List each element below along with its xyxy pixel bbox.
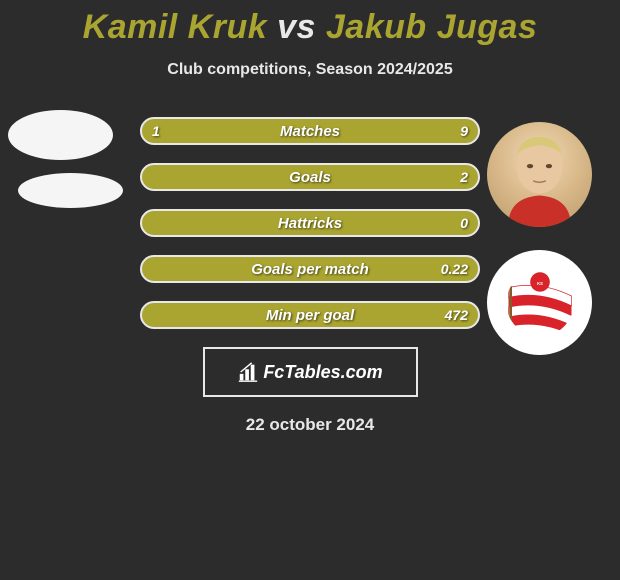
stat-value-left: 1 bbox=[152, 119, 160, 143]
stat-label: Hattricks bbox=[142, 211, 478, 235]
stat-value-right: 472 bbox=[445, 303, 468, 327]
stat-value-right: 0.22 bbox=[441, 257, 468, 281]
stat-value-right: 2 bbox=[460, 165, 468, 189]
stat-label: Min per goal bbox=[142, 303, 478, 327]
player2-club-badge: KS bbox=[487, 250, 592, 355]
stat-row: Matches1 9 bbox=[140, 117, 480, 145]
stat-row: Hattricks0 bbox=[140, 209, 480, 237]
svg-text:KS: KS bbox=[537, 280, 543, 285]
stat-row: Goals per match0.22 bbox=[140, 255, 480, 283]
stat-label: Goals bbox=[142, 165, 478, 189]
date-text: 22 october 2024 bbox=[0, 415, 620, 435]
stat-value-right: 9 bbox=[460, 119, 468, 143]
player1-badge-placeholder bbox=[18, 173, 123, 208]
player2-name: Jakub Jugas bbox=[326, 8, 537, 46]
stat-label: Goals per match bbox=[142, 257, 478, 281]
player1-name: Kamil Kruk bbox=[83, 8, 268, 46]
stat-label: Matches bbox=[142, 119, 478, 143]
player2-avatar bbox=[487, 122, 592, 227]
subtitle: Club competitions, Season 2024/2025 bbox=[0, 61, 620, 79]
stat-value-right: 0 bbox=[460, 211, 468, 235]
bar-chart-icon bbox=[237, 361, 259, 383]
cracovia-flag-icon: KS bbox=[505, 268, 575, 338]
stat-row: Goals2 bbox=[140, 163, 480, 191]
comparison-title: Kamil Kruk vs Jakub Jugas bbox=[0, 0, 620, 47]
vs-text: vs bbox=[277, 8, 316, 46]
stat-row: Min per goal472 bbox=[140, 301, 480, 329]
brand-box[interactable]: FcTables.com bbox=[203, 347, 418, 397]
brand-text: FcTables.com bbox=[263, 362, 382, 383]
player1-avatar-placeholder bbox=[8, 110, 113, 160]
